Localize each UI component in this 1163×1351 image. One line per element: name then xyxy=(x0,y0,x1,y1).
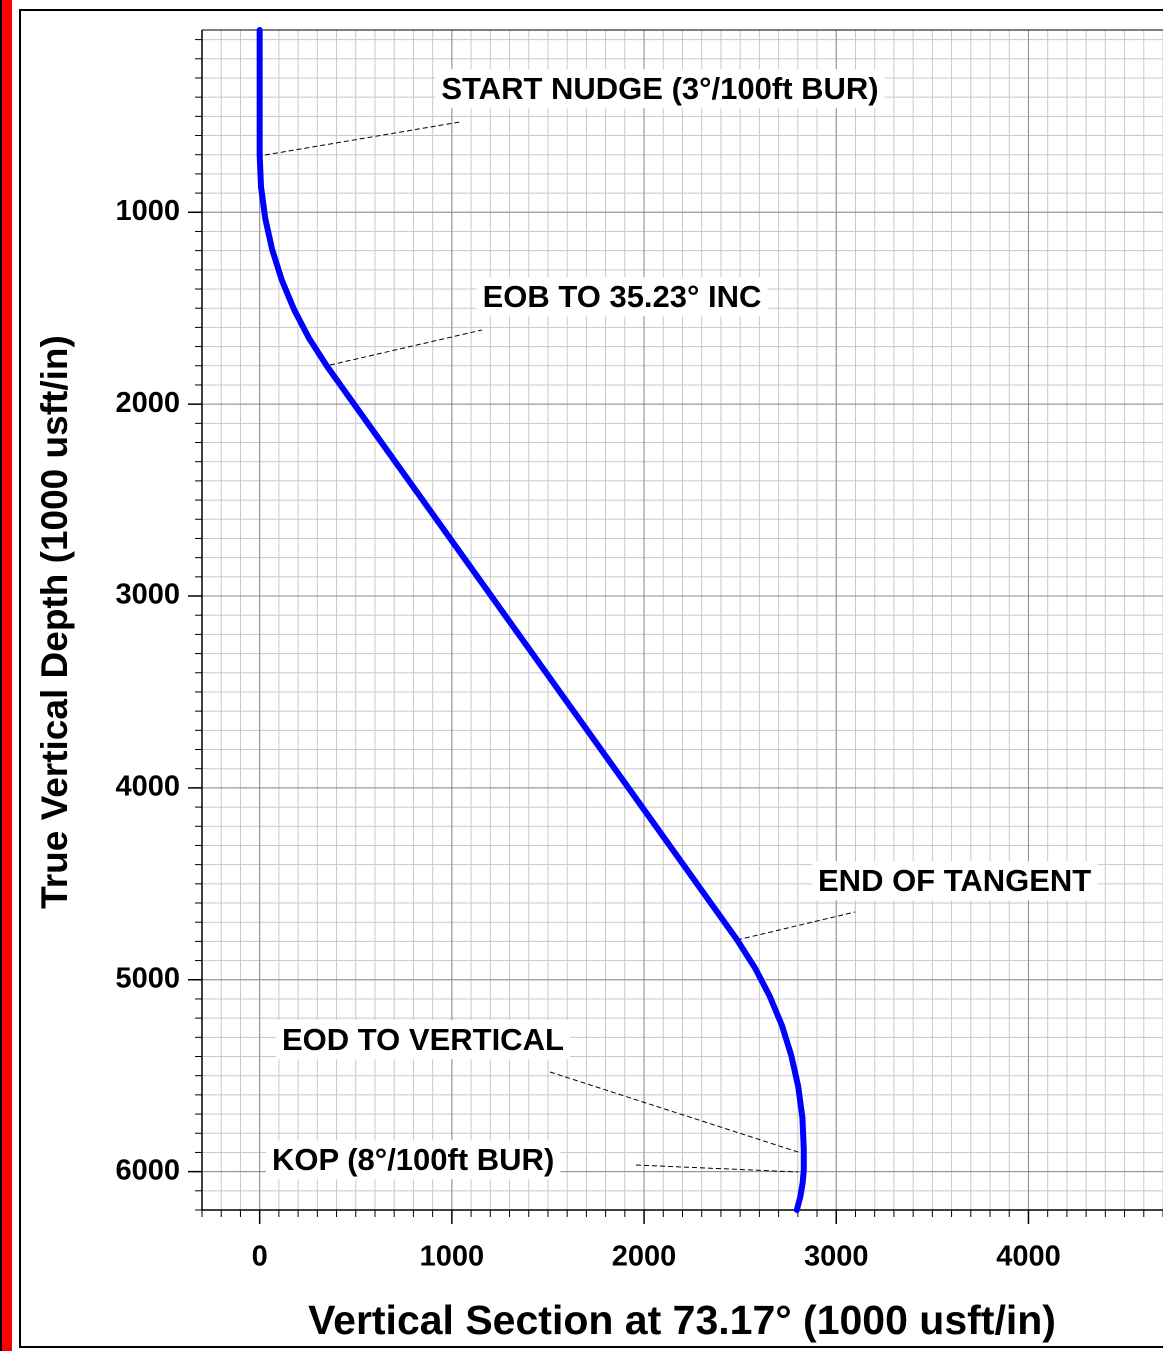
annotation-leader xyxy=(736,911,856,941)
annotation-leader xyxy=(549,1071,799,1153)
y-tick-label: 1000 xyxy=(115,195,180,227)
x-tick-label: 1000 xyxy=(420,1241,485,1273)
x-tick-label: 4000 xyxy=(996,1241,1061,1273)
annotation: EOB TO 35.23° INC xyxy=(483,279,762,314)
y-tick-label: 3000 xyxy=(115,579,180,611)
plot: START NUDGE (3°/100ft BUR) EOB TO 35.23° … xyxy=(256,27,1098,1213)
annotation-background xyxy=(476,277,768,317)
y-tick-label: 5000 xyxy=(115,962,180,994)
annotation: END OF TANGENT xyxy=(818,863,1091,898)
x-tick-label: 0 xyxy=(252,1241,268,1273)
x-tick-label: 3000 xyxy=(804,1241,869,1273)
x-tick-label: 2000 xyxy=(612,1241,677,1273)
annotation-background xyxy=(266,1140,561,1180)
trajectory-line xyxy=(256,27,807,1213)
annotation: START NUDGE (3°/100ft BUR) xyxy=(441,71,878,106)
y-tick-label: 2000 xyxy=(115,387,180,419)
outer-frame xyxy=(19,9,1163,1348)
annotation: EOD TO VERTICAL xyxy=(282,1022,564,1057)
annotation-leader xyxy=(329,329,483,366)
side-bar xyxy=(0,0,12,1351)
y-tick-label: 4000 xyxy=(115,771,180,803)
grid xyxy=(188,29,1163,1224)
y-axis-title: True Vertical Depth (1000 usft/in) xyxy=(34,335,75,909)
annotation: KOP (8°/100ft BUR) xyxy=(272,1142,554,1177)
annotation-background xyxy=(812,861,1098,901)
annotation-background xyxy=(276,1020,570,1060)
annotation-leader xyxy=(264,121,461,156)
x-axis-title: Vertical Section at 73.17° (1000 usft/in… xyxy=(308,1297,1056,1343)
annotation-background xyxy=(435,69,885,109)
annotation-leader xyxy=(635,1164,799,1173)
y-tick-label: 6000 xyxy=(115,1154,180,1186)
